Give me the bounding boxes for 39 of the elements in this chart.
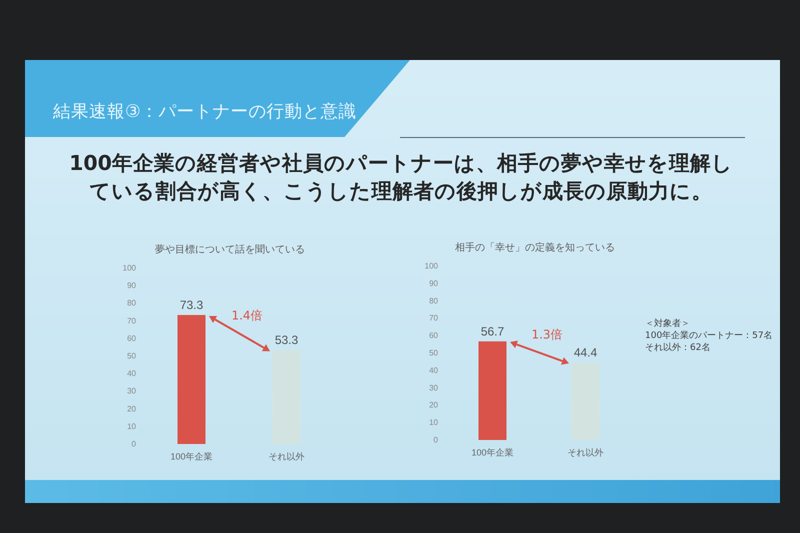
data-label: 56.7	[480, 324, 504, 338]
text: ＜対象者＞	[645, 318, 690, 330]
chart-title: 相手の「幸せ」の定義を知っている	[455, 242, 615, 254]
y-tick-label: 100	[424, 262, 439, 270]
x-tick-label: 100年企業	[170, 452, 213, 462]
y-tick-label: 60	[127, 334, 137, 343]
data-label: 73.3	[180, 298, 204, 312]
text: 100年企業の経営者や社員のパートナーは、相手の夢や幸せを理解している割合が高く、こうした理解者の後押しが成長の原動力に。	[68, 150, 734, 205]
y-tick-label: 90	[429, 278, 439, 288]
y-tick-label: 80	[127, 298, 137, 308]
y-tick-label: 20	[429, 400, 439, 410]
y-tick-label: 80	[429, 296, 439, 306]
y-tick-label: 10	[429, 418, 439, 428]
text: 結果速報③：パートナーの行動と意識	[53, 101, 357, 123]
y-tick-label: 30	[127, 386, 137, 396]
x-tick-label: 100年企業	[471, 448, 514, 458]
y-tick-label: 10	[127, 422, 137, 431]
chart-title: 夢や目標について話を聞いている	[155, 244, 305, 256]
text: 100年企業のパートナー：57名	[645, 330, 773, 342]
y-tick-label: 90	[127, 281, 137, 290]
x-tick-label: それ以外	[268, 452, 304, 462]
x-tick-label: それ以外	[568, 448, 604, 458]
data-label: 53.3	[274, 333, 298, 348]
y-tick-label: 60	[429, 331, 439, 340]
text: それ以外：62名	[645, 342, 710, 354]
y-tick-label: 100	[122, 264, 137, 272]
y-tick-label: 70	[429, 314, 439, 323]
y-tick-label: 0	[132, 440, 137, 448]
y-tick-label: 50	[429, 348, 439, 358]
y-tick-label: 50	[127, 352, 137, 360]
annotation: 1.4倍	[231, 307, 263, 324]
y-tick-label: 20	[127, 404, 137, 414]
annotation: 1.3倍	[531, 326, 563, 344]
y-tick-label: 0	[434, 436, 439, 444]
y-tick-label: 30	[429, 383, 439, 392]
y-tick-label: 70	[127, 316, 137, 326]
y-tick-label: 40	[127, 369, 137, 378]
y-tick-label: 40	[429, 366, 439, 375]
data-label: 44.4	[574, 346, 598, 360]
